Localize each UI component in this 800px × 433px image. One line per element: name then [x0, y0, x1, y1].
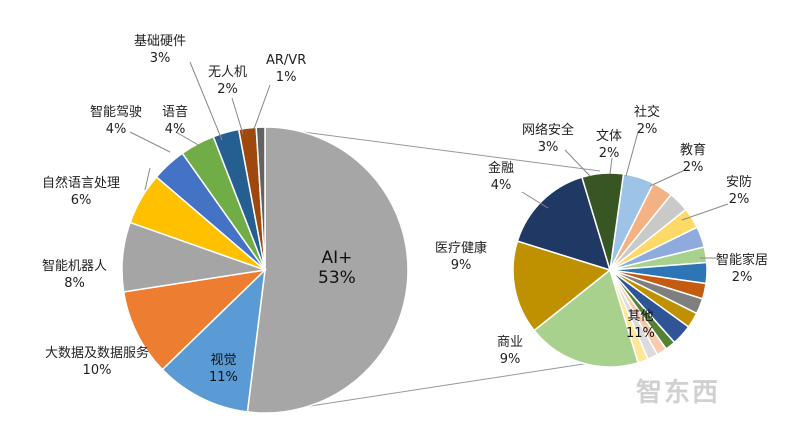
slice-percent: 2%	[682, 160, 704, 175]
slice-percent: 9%	[499, 352, 521, 367]
leader-security	[564, 149, 591, 177]
slice-label-arvr: AR/VR 1%	[266, 52, 306, 86]
slice-percent: 11%	[209, 370, 238, 385]
leader-finance	[521, 191, 549, 209]
slice-name: 商业	[497, 335, 524, 350]
connector-line-bottom	[264, 362, 591, 414]
breakdown-pie-slice-16	[512, 240, 612, 332]
slice-name: 其他	[627, 309, 654, 324]
slice-name: AI+	[321, 248, 353, 268]
slice-percent: 9%	[450, 258, 472, 273]
slice-name: AR/VR	[266, 53, 307, 68]
slice-label-education: 教育 2%	[680, 142, 706, 176]
slice-label-hardware: 基础硬件 3%	[134, 33, 186, 67]
slice-percent: 2%	[731, 270, 753, 285]
slice-label-robot: 智能机器人 8%	[42, 258, 107, 292]
leader-hardware	[189, 61, 223, 141]
main-pie	[121, 126, 409, 414]
slice-label-social: 社交 2%	[634, 104, 660, 138]
slice-label-finance: 金融 4%	[488, 160, 514, 194]
leader-social	[625, 131, 639, 177]
slice-label-healthcare: 医疗健康 9%	[435, 240, 487, 274]
slice-label-nlp: 自然语言处理 6%	[42, 175, 120, 209]
slice-label-smart-home: 智能家居 2%	[716, 252, 768, 286]
slice-label-sports: 文体 2%	[596, 128, 622, 162]
leader-defense	[681, 203, 729, 221]
slice-name: 智能机器人	[42, 259, 108, 274]
leader-sports	[609, 157, 613, 175]
slice-name: 视觉	[210, 353, 237, 368]
slice-percent: 1%	[275, 70, 297, 85]
breakdown-pie-slice-18	[580, 172, 625, 271]
breakdown-pie-slice-15	[533, 268, 640, 368]
slice-percent: 3%	[149, 51, 171, 66]
slice-percent: 2%	[217, 82, 238, 97]
slice-label-ai-plus: AI+ 53%	[318, 248, 356, 288]
slice-percent: 4%	[164, 122, 186, 137]
main-pie-slice-2	[122, 268, 268, 371]
leader-education	[649, 169, 686, 187]
slice-name: 教育	[680, 143, 707, 158]
slice-percent: 2%	[728, 192, 750, 207]
breakdown-pie	[512, 172, 708, 368]
main-pie-slice-9	[255, 126, 266, 271]
slice-name: 医疗健康	[435, 241, 488, 256]
leader-autodrive	[129, 131, 171, 153]
slice-percent: 2%	[598, 146, 620, 161]
watermark-logo: 智东西	[636, 378, 721, 408]
slice-name: 大数据及数据服务	[45, 346, 150, 361]
slice-percent: 8%	[64, 276, 85, 291]
connector-line-top	[264, 126, 601, 172]
slice-label-drone: 无人机 2%	[208, 64, 247, 98]
main-pie-slice-0	[246, 126, 409, 414]
leader-drone	[231, 97, 244, 135]
slice-label-autodrive: 智能驾驶 4%	[90, 104, 142, 138]
label-leader-lines	[129, 61, 729, 259]
slice-percent: 3%	[537, 140, 559, 155]
slice-percent: 6%	[70, 193, 92, 208]
slice-percent: 4%	[105, 122, 127, 137]
main-pie-slice-1	[161, 267, 267, 413]
breakdown-pie-slice-17	[516, 176, 612, 272]
slice-percent: 10%	[82, 363, 112, 378]
slice-name: 智能驾驶	[90, 105, 143, 120]
slice-label-security-defense: 安防 2%	[726, 174, 752, 208]
slice-label-vision: 视觉 11%	[209, 352, 238, 386]
slice-name: 无人机	[208, 65, 248, 80]
slice-name: 安防	[726, 175, 753, 190]
slice-percent: 11%	[626, 326, 655, 341]
slice-name: 金融	[488, 161, 515, 176]
slice-name: 网络安全	[522, 123, 575, 138]
slice-name: 基础硬件	[134, 34, 187, 49]
slice-percent: 4%	[490, 178, 512, 193]
leader-arvr	[253, 84, 271, 130]
slice-name: 语音	[162, 105, 189, 120]
slice-name: 自然语言处理	[42, 176, 121, 191]
slice-label-commerce: 商业 9%	[497, 334, 523, 368]
slice-name: 社交	[634, 105, 661, 120]
leader-nlp	[144, 167, 151, 191]
slice-label-security: 网络安全 3%	[522, 122, 574, 156]
slice-label-voice: 语音 4%	[162, 104, 188, 138]
pie-connector-lines	[264, 126, 601, 414]
slice-label-other: 其他 11%	[626, 308, 655, 342]
slice-label-big-data: 大数据及数据服务 10%	[45, 345, 149, 379]
slice-name: 智能家居	[716, 253, 769, 268]
slice-percent: 2%	[636, 122, 658, 137]
leader-voice	[175, 131, 201, 147]
slice-name: 文体	[596, 129, 623, 144]
slice-percent: 53%	[318, 268, 356, 288]
